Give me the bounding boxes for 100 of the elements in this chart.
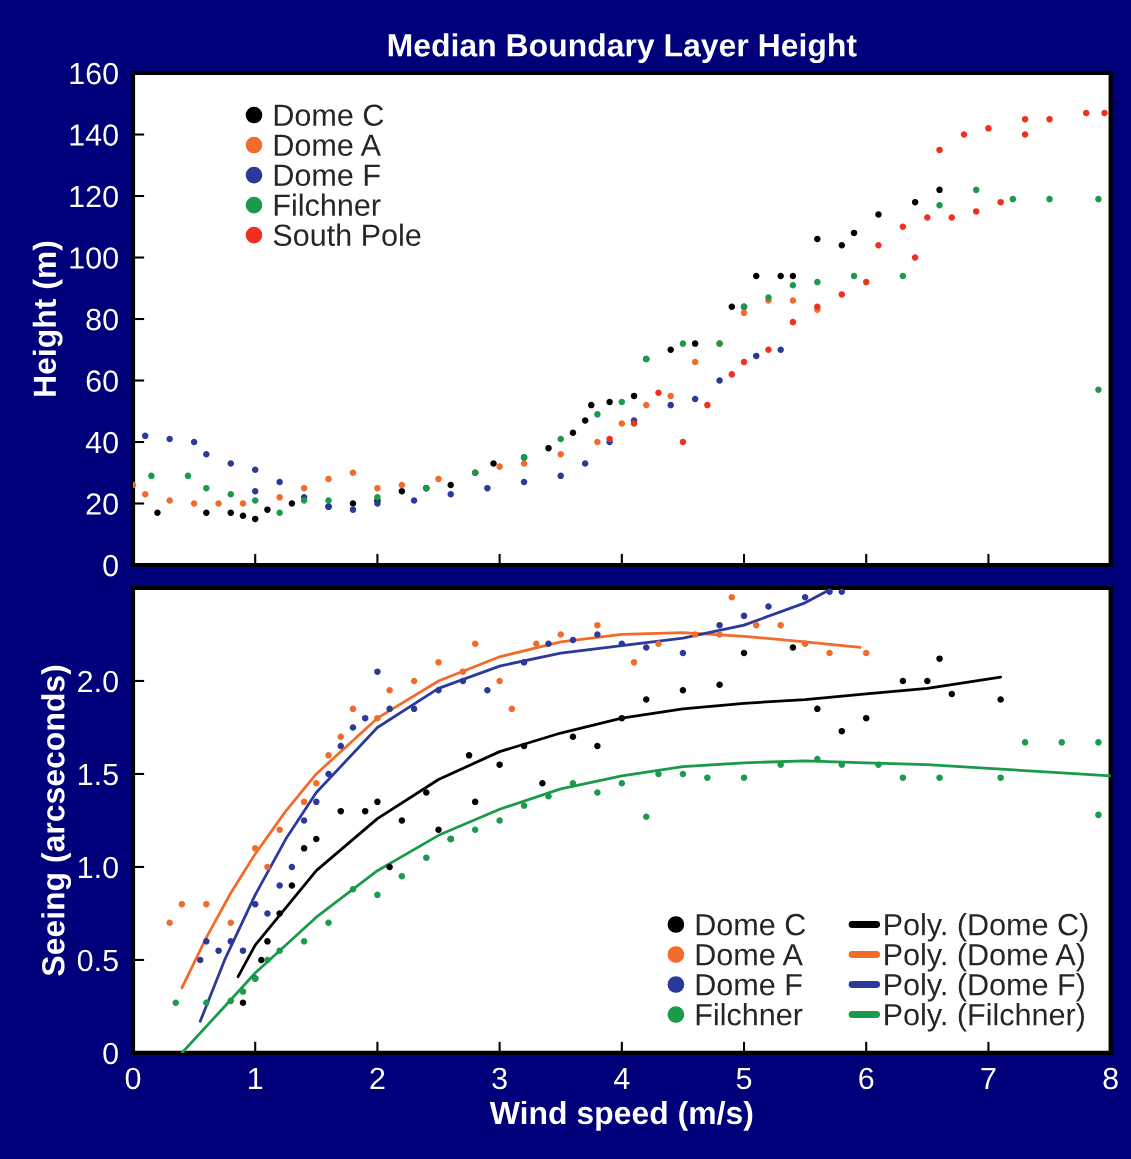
- point: [166, 497, 173, 504]
- point: [740, 649, 748, 657]
- point: [337, 742, 345, 750]
- point: [203, 509, 210, 516]
- point: [875, 761, 882, 768]
- point: [667, 346, 674, 354]
- point: [679, 649, 687, 657]
- point: [594, 631, 601, 638]
- point: [594, 411, 601, 418]
- point: [936, 146, 943, 154]
- point: [276, 494, 283, 501]
- point: [496, 817, 503, 824]
- point: [141, 491, 149, 498]
- point: [789, 281, 797, 289]
- point: [276, 947, 283, 954]
- point: [386, 863, 393, 871]
- point: [838, 241, 846, 249]
- point: [972, 186, 980, 194]
- point: [814, 755, 821, 763]
- point: [215, 947, 222, 954]
- point: [777, 621, 784, 629]
- x-tick-label: 2: [370, 1067, 385, 1089]
- x-axis-title: Wind speed (m/s): [489, 1100, 753, 1131]
- y-axis-title: Height (m): [32, 241, 63, 396]
- point: [496, 761, 503, 768]
- point: [569, 733, 577, 741]
- point: [1021, 115, 1029, 123]
- point: [251, 845, 259, 852]
- point: [520, 478, 528, 486]
- point: [251, 487, 259, 495]
- line-series: [180, 759, 1111, 1053]
- point: [264, 910, 271, 917]
- point: [374, 798, 381, 806]
- point: [398, 817, 406, 824]
- y-tick-label: 1.5: [78, 764, 118, 786]
- point: [838, 291, 846, 298]
- point: [997, 198, 1004, 206]
- point: [862, 649, 870, 657]
- point: [740, 309, 748, 317]
- point: [203, 999, 210, 1006]
- point: [838, 588, 846, 595]
- point: [239, 988, 247, 995]
- point: [288, 863, 296, 871]
- point: [618, 780, 626, 787]
- y-tick-label: 60: [86, 370, 118, 392]
- point: [752, 272, 760, 280]
- legend-label: Dome C: [274, 104, 384, 127]
- point: [997, 696, 1004, 703]
- point: [691, 340, 699, 347]
- point: [465, 752, 473, 759]
- legend-label: Poly. (Dome A): [885, 943, 1084, 972]
- legend-label: Dome F: [696, 974, 802, 996]
- point: [533, 640, 540, 648]
- point: [496, 677, 503, 685]
- point: [545, 444, 552, 452]
- point: [948, 690, 956, 698]
- point: [264, 956, 271, 964]
- point: [435, 826, 442, 834]
- point: [557, 451, 564, 458]
- point: [196, 956, 204, 964]
- legend-label: Dome C: [696, 913, 806, 936]
- point: [728, 303, 736, 310]
- point: [679, 438, 687, 446]
- point: [300, 798, 308, 806]
- y-tick-label: 20: [86, 493, 118, 515]
- point: [691, 358, 699, 366]
- point: [349, 724, 357, 731]
- point: [655, 640, 662, 648]
- point: [203, 451, 210, 458]
- point: [850, 229, 858, 237]
- point: [569, 429, 577, 437]
- point: [251, 497, 259, 504]
- point: [618, 420, 626, 427]
- point: [1095, 195, 1102, 203]
- y-tick-label: 140: [70, 124, 118, 146]
- point: [361, 807, 369, 815]
- point: [239, 947, 247, 954]
- point: [227, 997, 235, 1005]
- point: [349, 469, 357, 477]
- point: [148, 472, 155, 480]
- point: [190, 438, 198, 446]
- point: [490, 460, 497, 467]
- point: [276, 910, 283, 917]
- point: [1095, 386, 1102, 393]
- point: [459, 668, 467, 675]
- point: [423, 789, 430, 796]
- point: [447, 481, 454, 489]
- point: [1009, 195, 1017, 203]
- point: [924, 677, 931, 685]
- point: [264, 506, 271, 513]
- x-tick-label: 8: [1103, 1067, 1118, 1090]
- point: [471, 798, 479, 806]
- point: [251, 466, 259, 473]
- point: [911, 198, 919, 206]
- point: [875, 211, 882, 218]
- point: [435, 687, 442, 694]
- point: [258, 956, 265, 964]
- point: [618, 640, 626, 648]
- legend-label: Poly. (Dome F): [885, 973, 1084, 1002]
- point: [740, 358, 748, 366]
